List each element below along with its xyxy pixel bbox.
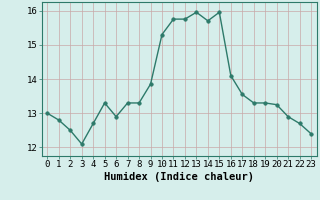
X-axis label: Humidex (Indice chaleur): Humidex (Indice chaleur)	[104, 172, 254, 182]
